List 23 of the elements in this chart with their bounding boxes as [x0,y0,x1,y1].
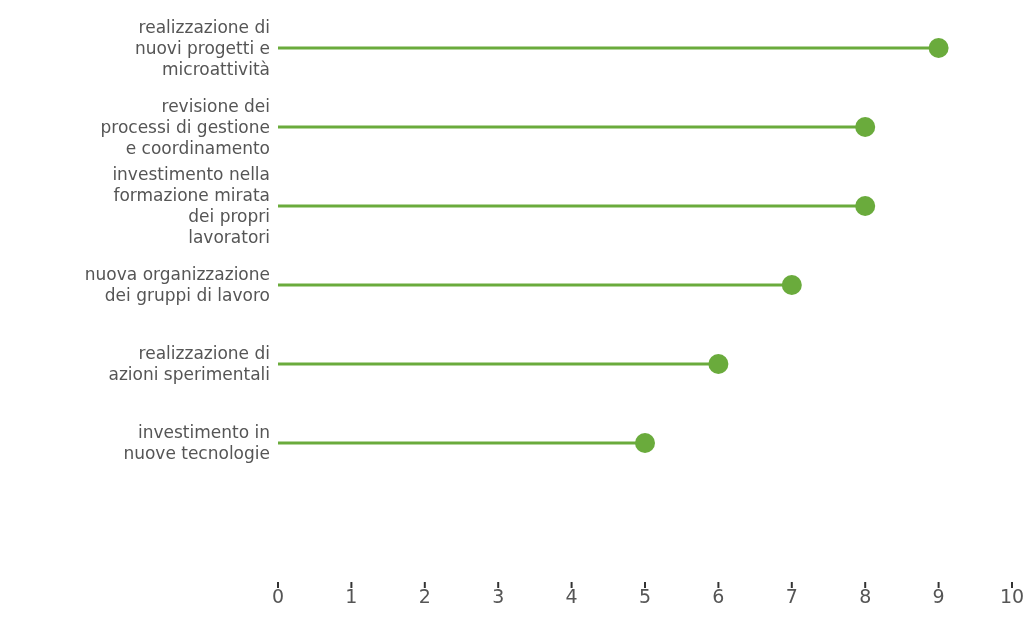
point [855,196,876,216]
x-tick-label: 10 [999,585,1025,608]
y-tick-label: realizzazione di nuovi progetti e microattività [134,16,270,79]
x-tick-label: 6 [712,585,725,608]
point [855,117,876,137]
x-tick-label: 0 [271,585,285,608]
point [708,354,729,374]
x-tick-label: 7 [785,585,798,608]
y-tick-label: investimento in nuove tecnologie [123,422,270,463]
y-tick-label: investimento nella formazione mirata dei propri lavoratori [112,164,270,247]
point [928,38,949,58]
point [781,275,802,295]
x-tick-label: 5 [638,585,652,608]
x-tick-label: 3 [492,585,505,608]
x-tick-label: 1 [345,585,358,608]
y-tick-label: realizzazione di azioni sperimentali [108,343,270,384]
x-tick-label: 9 [932,585,945,608]
point [635,433,655,453]
y-tick-label: revisione dei processi di gestione e coordinamento [100,95,270,158]
x-tick-label: 8 [859,585,872,608]
y-tick-label: nuova organizzazione dei gruppi di lavoro [84,264,270,305]
x-tick-label: 2 [418,585,431,608]
x-tick-label: 4 [565,585,578,608]
